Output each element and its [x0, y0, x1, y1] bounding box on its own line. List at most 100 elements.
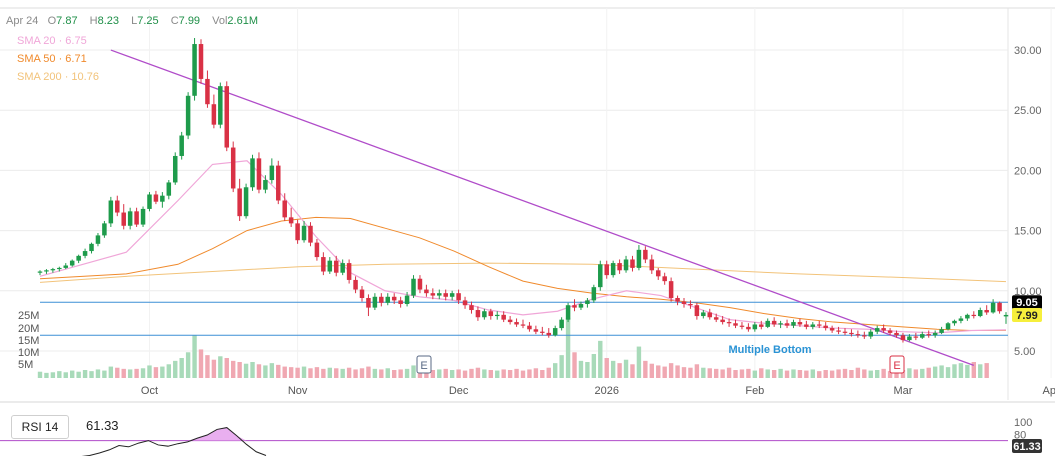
volume-bar	[63, 372, 68, 378]
candle-body	[102, 223, 107, 236]
vol-label: Vol	[212, 15, 228, 27]
sma50-legend[interactable]: SMA 50 · 6.71	[17, 53, 87, 65]
candle-body	[630, 259, 635, 268]
candle-body	[391, 296, 397, 301]
candle-body	[926, 334, 931, 336]
candle-body	[379, 296, 384, 303]
candle-body	[340, 263, 345, 273]
candle-body	[192, 44, 197, 96]
candle-body	[514, 322, 519, 325]
candle-body	[655, 270, 661, 277]
volume-bar	[578, 360, 584, 378]
candle-body	[121, 212, 126, 226]
candle-body	[308, 225, 313, 243]
volume-bar	[784, 370, 790, 378]
candle-body	[688, 304, 693, 306]
volume-bar	[449, 370, 455, 378]
candle-body	[211, 104, 217, 125]
candle-body	[971, 314, 977, 317]
volume-bar	[359, 368, 365, 378]
volume-bar	[404, 368, 410, 378]
volume-bar	[694, 364, 700, 378]
volume-bar	[501, 369, 506, 378]
candle-body	[533, 329, 539, 332]
volume-bar	[739, 369, 745, 378]
volume-bar	[958, 363, 964, 378]
volume-bar	[836, 369, 841, 378]
volume-bar	[95, 369, 101, 378]
candle-body	[746, 326, 751, 330]
volume-bar	[392, 370, 397, 378]
candle-body	[598, 264, 603, 288]
candle-body	[1003, 314, 1009, 317]
candle-body	[855, 334, 861, 336]
candle-body	[147, 194, 152, 209]
volume-bar	[533, 368, 539, 378]
volume-bar	[643, 360, 648, 378]
candle-body	[82, 251, 88, 256]
candle-body	[849, 332, 854, 335]
volume-bar	[250, 362, 255, 378]
price-tick-label: 25.00	[1014, 105, 1042, 117]
candle-body	[411, 278, 416, 296]
candle-body	[140, 208, 146, 225]
volume-bar	[913, 369, 919, 378]
volume-bar	[115, 367, 120, 378]
candle-body	[417, 278, 423, 290]
candle-body	[95, 235, 101, 244]
candle-body	[617, 263, 622, 271]
volume-bar	[256, 364, 262, 378]
candle-body	[643, 249, 648, 260]
volume-bar	[424, 369, 429, 378]
rsi-indicator-label[interactable]: RSI 14	[11, 415, 69, 439]
sma200-legend[interactable]: SMA 200 · 10.76	[17, 71, 99, 83]
volume-bar	[488, 370, 493, 378]
candle-body	[230, 147, 236, 189]
close-price-badge-label: 7.99	[1016, 310, 1037, 322]
volume-tick-label: 5M	[18, 359, 33, 371]
volume-bar	[76, 371, 81, 378]
candle-body	[701, 312, 706, 317]
candle-body	[44, 270, 49, 272]
volume-tick-label: 15M	[18, 335, 39, 347]
volume-bar	[314, 367, 320, 378]
volume-bar	[153, 367, 159, 378]
candle-body	[591, 287, 597, 301]
volume-bar	[527, 369, 532, 378]
vol-value: 2.61M	[227, 15, 258, 27]
volume-bar	[288, 367, 294, 378]
volume-bar	[308, 368, 313, 378]
candle-body	[205, 78, 210, 105]
candle-body	[520, 324, 526, 326]
price-level-badge	[1012, 295, 1042, 310]
legend-date: Apr 24	[6, 15, 39, 27]
candle-body	[482, 311, 487, 318]
volume-bar	[507, 370, 513, 378]
candle-body	[636, 249, 642, 268]
candle-body	[282, 200, 287, 218]
time-axis-label: Feb	[745, 385, 764, 397]
volume-bar	[37, 371, 43, 378]
volume-bar	[797, 370, 803, 378]
volume-bar	[282, 366, 287, 378]
candle-body	[540, 331, 545, 333]
candle-body	[662, 276, 667, 282]
candle-body	[778, 323, 783, 325]
candle-body	[842, 331, 848, 333]
candle-body	[437, 293, 442, 296]
volume-bar	[243, 363, 249, 378]
volume-bar	[108, 366, 114, 378]
sma20-legend[interactable]: SMA 20 · 6.75	[17, 35, 87, 47]
rsi-value-badge	[1012, 438, 1042, 453]
open-value: 7.87	[56, 15, 78, 27]
volume-bar	[546, 367, 551, 378]
candle-body	[218, 86, 223, 125]
rsi-line	[69, 427, 267, 460]
candle-body	[694, 305, 700, 317]
volume-bar	[353, 369, 358, 378]
volume-bar	[984, 363, 989, 378]
rsi-tick-label: 100	[1014, 417, 1032, 429]
candle-body	[578, 304, 584, 308]
candle-body	[559, 319, 564, 329]
